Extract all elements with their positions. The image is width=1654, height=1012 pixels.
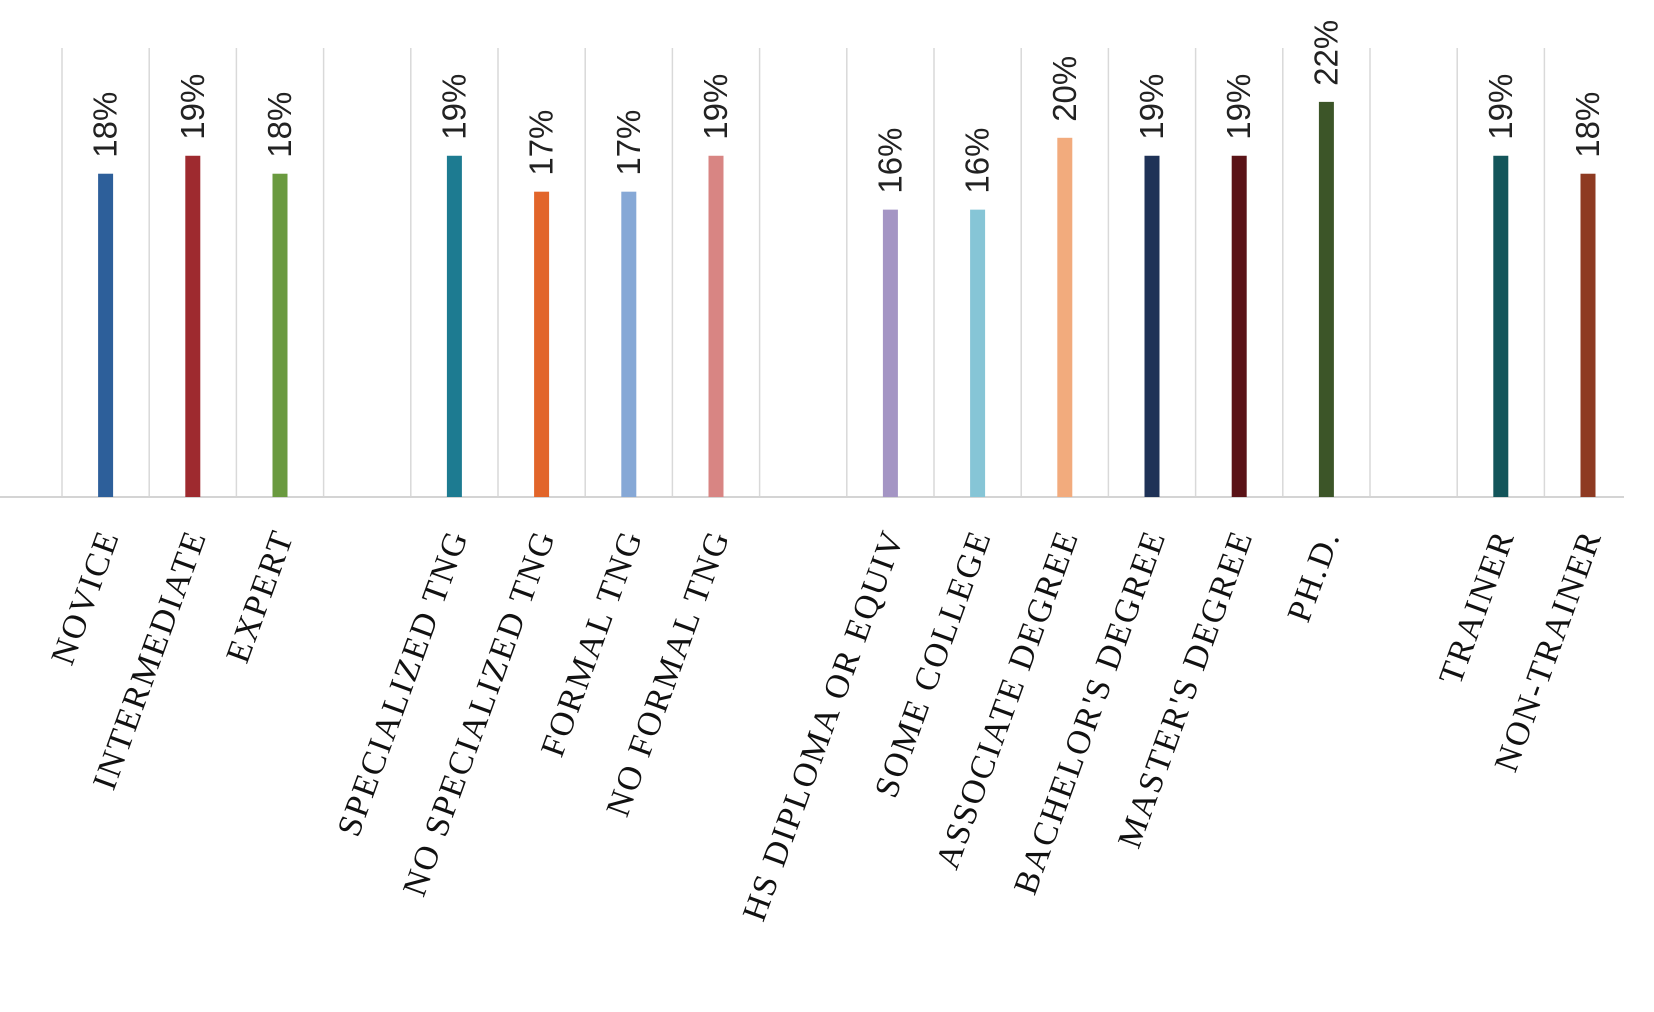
data-label: 19% — [697, 74, 734, 140]
data-label: 18% — [261, 92, 298, 158]
bar — [1231, 155, 1247, 497]
bar — [708, 155, 724, 497]
bar — [534, 191, 550, 497]
data-label: 19% — [435, 74, 472, 140]
category-label: EXPERT — [219, 525, 301, 668]
bar — [621, 191, 637, 497]
data-labels: 18% 19% 18% 19% 17% 17% 19% 16% 16% 20% 19% 19% 22% 1… — [87, 20, 1606, 194]
bar — [446, 155, 462, 497]
bar — [1580, 173, 1596, 497]
bars — [98, 101, 1596, 498]
bar — [1057, 137, 1073, 498]
data-label: 16% — [959, 128, 996, 194]
bar — [970, 209, 986, 497]
data-label: 16% — [871, 128, 908, 194]
data-label: 22% — [1307, 20, 1344, 86]
data-label: 17% — [610, 110, 647, 176]
gridlines — [61, 48, 1546, 497]
bar — [882, 209, 898, 497]
bar — [98, 173, 114, 497]
data-label: 19% — [1133, 74, 1170, 140]
data-label: 19% — [174, 74, 211, 140]
category-label: NOVICE — [44, 525, 127, 670]
category-label: TRAINER — [1432, 525, 1522, 689]
data-label: 18% — [87, 92, 124, 158]
bar — [1318, 101, 1334, 497]
bar — [1493, 155, 1509, 497]
data-label: 20% — [1046, 56, 1083, 122]
data-label: 18% — [1569, 92, 1606, 158]
bar — [1144, 155, 1160, 497]
data-label: 19% — [1220, 74, 1257, 140]
category-label: PH.D. — [1281, 525, 1348, 627]
data-label: 17% — [523, 110, 560, 176]
bar — [272, 173, 288, 497]
bar — [185, 155, 201, 497]
category-label: HS DIPLOMA OR EQUIV — [736, 525, 912, 926]
data-label: 19% — [1482, 74, 1519, 140]
